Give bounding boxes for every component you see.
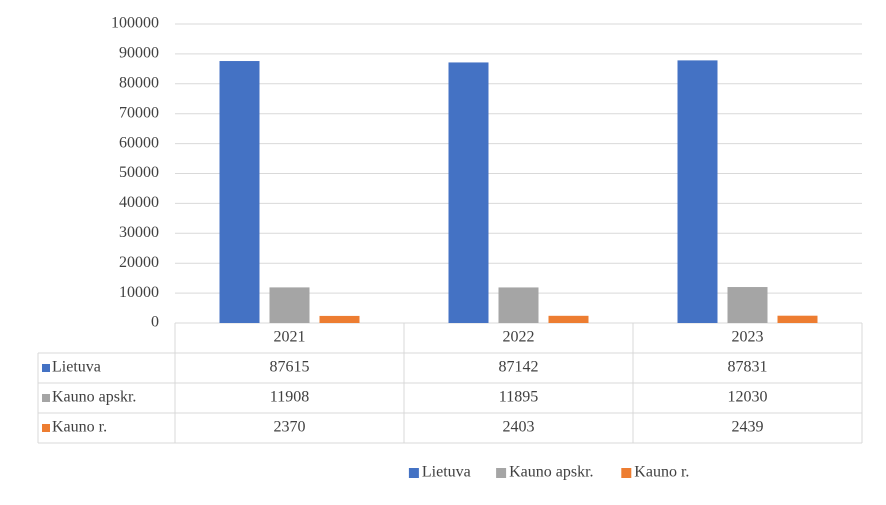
legend-key [496, 468, 507, 478]
legend-label: Lietuva [422, 464, 471, 481]
bar [319, 315, 360, 323]
table-row-label: Lietuva [52, 359, 101, 376]
table-row-label: Kauno r. [52, 419, 107, 436]
y-tick-label: 100000 [111, 15, 159, 32]
table-value: 11895 [499, 389, 538, 406]
bar [448, 62, 489, 323]
table-value: 2439 [732, 419, 764, 436]
y-tick-label: 10000 [119, 284, 159, 301]
y-tick-label: 60000 [119, 134, 159, 151]
table-value: 87142 [499, 359, 539, 376]
legend-key [42, 364, 50, 372]
table-value: 87831 [728, 359, 768, 376]
table-value: 12030 [728, 389, 768, 406]
bar [269, 287, 310, 323]
x-tick-label: 2021 [274, 329, 306, 346]
x-tick-label: 2023 [732, 329, 764, 346]
y-tick-label: 90000 [119, 45, 159, 62]
y-tick-label: 0 [151, 314, 159, 331]
y-tick-label: 50000 [119, 164, 159, 181]
legend-label: Kauno r. [634, 464, 689, 481]
table-value: 87615 [270, 359, 310, 376]
bar [677, 60, 718, 323]
x-tick-label: 2022 [503, 329, 535, 346]
y-tick-label: 20000 [119, 254, 159, 271]
y-tick-label: 70000 [119, 104, 159, 121]
y-tick-label: 80000 [119, 74, 159, 91]
table-value: 2403 [503, 419, 535, 436]
table-row-label: Kauno apskr. [52, 389, 136, 406]
bar [498, 287, 539, 323]
bar [219, 61, 260, 323]
legend-key [621, 468, 632, 478]
bar [727, 287, 768, 323]
y-tick-label: 30000 [119, 224, 159, 241]
table-value: 2370 [274, 419, 306, 436]
legend-key [408, 468, 419, 478]
legend-key [42, 394, 50, 402]
table-value: 11908 [270, 389, 309, 406]
y-tick-label: 40000 [119, 194, 159, 211]
bar [548, 315, 589, 323]
legend-key [42, 424, 50, 432]
bar [777, 315, 818, 323]
legend-label: Kauno apskr. [509, 464, 593, 481]
